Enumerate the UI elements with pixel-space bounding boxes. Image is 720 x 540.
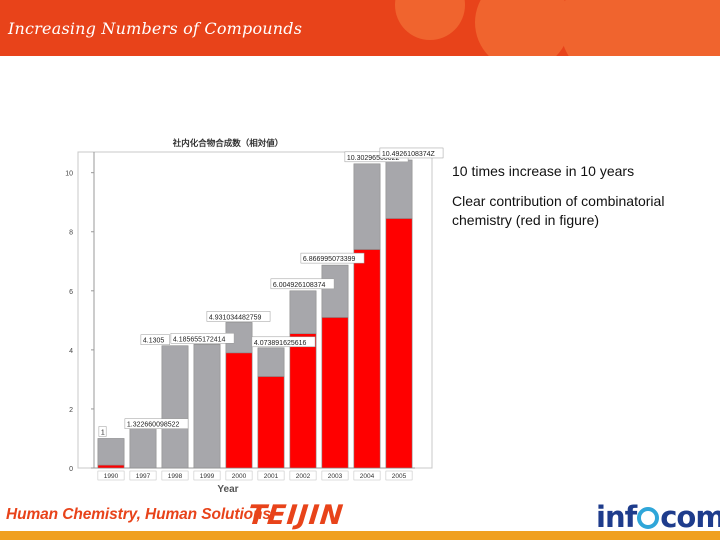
data-label-box xyxy=(300,252,365,264)
bar-combinatorial xyxy=(289,333,317,469)
chart-title: 社内化合物合成数（相対値） xyxy=(172,138,284,148)
data-label-box xyxy=(379,147,444,159)
x-tick-box xyxy=(385,470,413,481)
data-label: 4.1305 xyxy=(143,338,165,345)
data-label: 1 xyxy=(101,429,105,436)
x-tick-box xyxy=(321,470,349,481)
bar-other xyxy=(385,159,413,219)
bullet-ten-times: 10 times increase in 10 years xyxy=(452,163,635,179)
x-tick-box xyxy=(353,470,381,481)
x-tick-box xyxy=(257,470,285,481)
data-label-box xyxy=(124,418,189,429)
bar-other xyxy=(257,347,285,377)
data-label-box xyxy=(206,311,271,322)
slide-header: Increasing Numbers of Compounds xyxy=(0,0,720,56)
infocom-logo-right: com xyxy=(660,500,720,534)
slide-title: Increasing Numbers of Compounds xyxy=(8,19,303,38)
x-tick-label: 1999 xyxy=(200,473,215,480)
data-label: 4.185655172414 xyxy=(173,336,226,343)
y-tick-label: 6 xyxy=(69,289,73,296)
data-label: 4.931034482759 xyxy=(209,314,262,321)
bar-other xyxy=(193,343,221,469)
y-tick-label: 2 xyxy=(69,407,73,414)
bullet-combinatorial: Clear contribution of combinatorial chem… xyxy=(452,193,665,228)
bar-combinatorial xyxy=(97,464,125,469)
header-bubble-decoration xyxy=(475,0,570,56)
footer-slogan: Human Chemistry, Human Solutions xyxy=(6,506,271,523)
data-label-box xyxy=(140,334,170,345)
bar-combinatorial xyxy=(321,317,349,469)
bar-other xyxy=(353,163,381,250)
x-axis-label: Year xyxy=(217,484,238,495)
x-tick-label: 2003 xyxy=(328,473,343,480)
bar-other xyxy=(129,428,157,469)
bar-combinatorial xyxy=(225,352,253,469)
data-label: 6.866995073399 xyxy=(303,256,356,263)
infocom-ring-icon xyxy=(637,507,660,529)
footer-strip xyxy=(0,531,720,540)
data-label: 10.4926108374Z xyxy=(382,151,436,158)
data-label: 4.073891625616 xyxy=(254,340,307,347)
y-tick-label: 10 xyxy=(65,171,73,178)
x-tick-box xyxy=(161,470,189,481)
infocom-logo-left: inf xyxy=(596,500,637,534)
teijin-logo: TEIJIN xyxy=(246,500,346,531)
x-tick-label: 2000 xyxy=(232,473,247,480)
data-label: 1.322660098522 xyxy=(127,422,180,429)
bullet-list: 10 times increase in 10 years Clear cont… xyxy=(452,162,672,241)
data-label: 10.30296500022 xyxy=(347,155,400,162)
y-tick-label: 8 xyxy=(69,230,73,237)
x-tick-label: 2004 xyxy=(360,473,375,480)
bar-other xyxy=(97,438,125,466)
header-bubble-decoration xyxy=(655,0,720,56)
bar-other xyxy=(289,290,317,334)
infocom-logo: inf com xyxy=(596,500,720,534)
x-tick-label: 2002 xyxy=(296,473,311,480)
bar-combinatorial xyxy=(257,376,285,469)
bar-other xyxy=(321,264,349,318)
x-tick-box xyxy=(225,470,253,481)
data-label: 6.004926108374 xyxy=(273,282,326,289)
x-tick-label: 1997 xyxy=(136,473,151,480)
data-label-box xyxy=(170,333,235,344)
bar-combinatorial xyxy=(385,218,413,469)
x-tick-box xyxy=(289,470,317,481)
data-label-box xyxy=(251,336,316,348)
x-tick-label: 1990 xyxy=(104,473,119,480)
x-tick-label: 2005 xyxy=(392,473,407,480)
x-tick-box xyxy=(193,470,221,481)
x-tick-box xyxy=(129,470,157,481)
data-label-box xyxy=(270,278,335,290)
x-tick-label: 2001 xyxy=(264,473,279,480)
y-tick-label: 0 xyxy=(69,466,73,473)
bar-other xyxy=(161,345,189,469)
y-tick-label: 4 xyxy=(69,348,73,355)
data-label-box xyxy=(98,426,107,437)
x-tick-label: 1998 xyxy=(168,473,183,480)
bar-combinatorial xyxy=(353,249,381,469)
x-tick-box xyxy=(97,470,125,481)
